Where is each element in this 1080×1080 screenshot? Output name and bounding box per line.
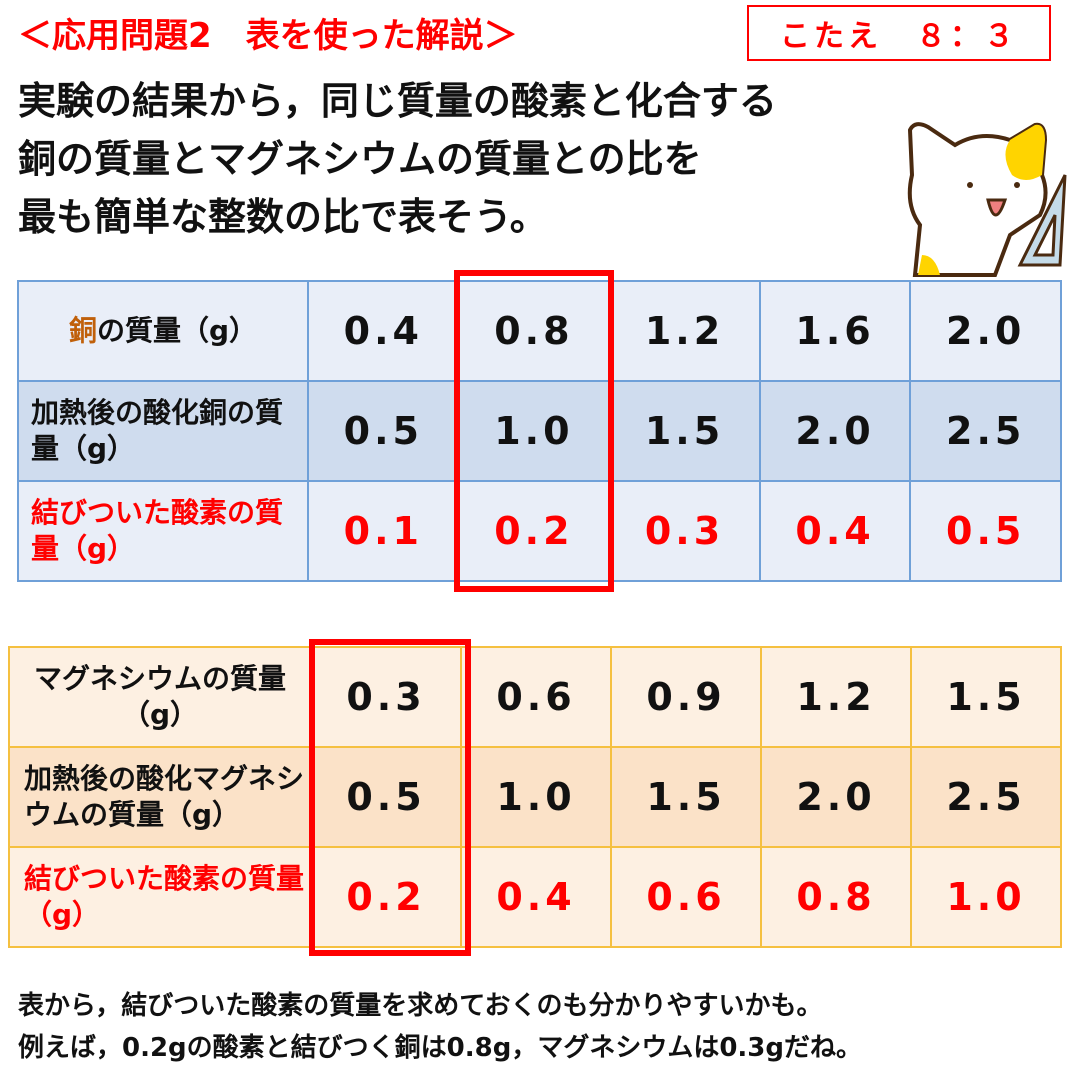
- table-row: 結びついた酸素の質量（g） 0.2 0.4 0.6 0.8 1.0: [8, 846, 1062, 948]
- cell: 0.2: [457, 480, 611, 582]
- cell: 1.5: [608, 380, 761, 482]
- magnesium-table: マグネシウムの質量（g） 0.3 0.6 0.9 1.2 1.5 加熱後の酸化マ…: [8, 646, 1062, 948]
- cell: 2.0: [760, 746, 912, 848]
- cell: 1.5: [910, 646, 1062, 748]
- cell: 0.5: [909, 480, 1062, 582]
- table-row: 加熱後の酸化マグネシウムの質量（g） 0.5 1.0 1.5 2.0 2.5: [8, 746, 1062, 848]
- table-row: 加熱後の酸化銅の質量（g） 0.5 1.0 1.5 2.0 2.5: [17, 380, 1062, 482]
- cell: 2.0: [758, 380, 912, 482]
- cell: 0.8: [457, 280, 611, 382]
- cell: 0.5: [310, 746, 462, 848]
- cell: 2.0: [909, 280, 1062, 382]
- cell: 2.5: [910, 746, 1062, 848]
- row-header: 結びついた酸素の質量（g）: [17, 480, 309, 582]
- cell: 0.3: [608, 480, 761, 582]
- cell: 2.5: [909, 380, 1062, 482]
- highlight-box-magnesium: [309, 639, 471, 956]
- footer-line: 表から，結びついた酸素の質量を求めておくのも分かりやすいかも。: [18, 991, 823, 1021]
- row-header: 銅の質量（g）: [17, 280, 309, 382]
- table-row: 銅の質量（g） 0.4 0.8 1.2 1.6 2.0: [17, 280, 1062, 382]
- copper-table: 銅の質量（g） 0.4 0.8 1.2 1.6 2.0 加熱後の酸化銅の質量（g…: [17, 280, 1062, 582]
- cell: 0.2: [310, 846, 462, 948]
- cell: 1.0: [460, 746, 612, 848]
- cell: 0.4: [307, 280, 460, 382]
- row-header: マグネシウムの質量（g）: [8, 646, 312, 748]
- cell: 1.0: [457, 380, 611, 482]
- cell: 0.5: [307, 380, 460, 482]
- footer-line: 例えば，0.2gの酸素と結びつく銅は0.8g，マグネシウムは0.3gだね。: [18, 1033, 863, 1063]
- table-row: マグネシウムの質量（g） 0.3 0.6 0.9 1.2 1.5: [8, 646, 1062, 748]
- cell: 0.6: [610, 846, 762, 948]
- row-header: 加熱後の酸化マグネシウムの質量（g）: [8, 746, 312, 848]
- cell: 0.8: [760, 846, 912, 948]
- row-header: 結びついた酸素の質量（g）: [8, 846, 312, 948]
- question-line: 銅の質量とマグネシウムの質量との比を: [18, 137, 702, 181]
- cell: 0.6: [460, 646, 612, 748]
- copper-label: 銅: [68, 313, 97, 347]
- cell: 0.4: [758, 480, 912, 582]
- question-line: 実験の結果から，同じ質量の酸素と化合する: [18, 79, 777, 123]
- row-label: の質量（g）: [96, 313, 258, 347]
- answer-box: こたえ ８：３: [747, 5, 1051, 61]
- cell: 1.5: [610, 746, 762, 848]
- page-title: ＜応用問題2 表を使った解説＞: [18, 16, 518, 56]
- cell: 0.9: [610, 646, 762, 748]
- cell: 0.4: [460, 846, 612, 948]
- cell: 0.1: [307, 480, 460, 582]
- cat-illustration-icon: [907, 122, 1067, 277]
- cell: 0.3: [310, 646, 462, 748]
- row-header: 加熱後の酸化銅の質量（g）: [17, 380, 309, 482]
- highlight-box-copper: [454, 270, 614, 592]
- cell: 1.2: [760, 646, 912, 748]
- cell: 1.2: [608, 280, 761, 382]
- table-row: 結びついた酸素の質量（g） 0.1 0.2 0.3 0.4 0.5: [17, 480, 1062, 582]
- cell: 1.6: [758, 280, 912, 382]
- question-line: 最も簡単な整数の比で表そう。: [18, 195, 548, 239]
- cell: 1.0: [910, 846, 1062, 948]
